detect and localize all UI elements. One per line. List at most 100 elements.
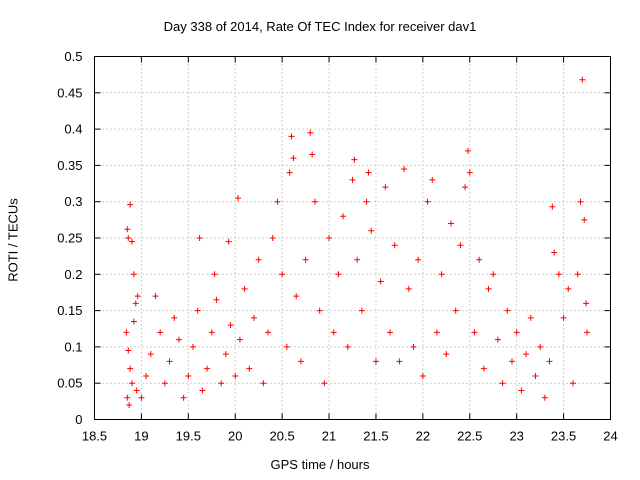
data-point (549, 203, 556, 210)
data-point (577, 198, 584, 205)
data-point (185, 372, 192, 379)
x-tick-label: 22 (416, 429, 430, 444)
data-point (232, 372, 239, 379)
data-point (125, 347, 132, 354)
data-point (236, 336, 243, 343)
data-point (471, 329, 478, 336)
data-point (419, 372, 426, 379)
data-point (532, 372, 539, 379)
data-point (433, 329, 440, 336)
data-point (504, 307, 511, 314)
y-tick-label: 0.45 (57, 85, 82, 100)
data-point (340, 213, 347, 220)
data-points (123, 76, 591, 408)
data-point (387, 329, 394, 336)
data-point (508, 358, 515, 365)
data-point (235, 195, 242, 202)
x-tick-label: 18.5 (82, 429, 107, 444)
axis-ticks: 18.5 19 19.5 20 20.5 21 21.5 22 22.5 23 23.5 24 0 0.0… (57, 49, 618, 444)
data-point (382, 184, 389, 191)
data-point (134, 293, 141, 300)
data-point (241, 285, 248, 292)
data-point (204, 365, 211, 372)
data-point (546, 358, 553, 365)
y-tick-label: 0.5 (64, 49, 82, 64)
x-tick-label: 23 (509, 429, 523, 444)
data-point (213, 296, 220, 303)
x-tick-label: 20 (228, 429, 242, 444)
data-point (127, 365, 134, 372)
data-point (537, 343, 544, 350)
data-point (130, 318, 137, 325)
data-point (326, 235, 333, 241)
data-point (147, 351, 154, 358)
data-point (218, 380, 225, 387)
data-point (513, 329, 520, 336)
data-point (551, 249, 558, 256)
data-point (401, 166, 408, 173)
data-point (222, 351, 229, 358)
data-point (405, 285, 412, 292)
data-point (555, 271, 562, 278)
data-point (161, 380, 168, 387)
data-point (132, 300, 139, 307)
data-point (311, 198, 318, 205)
data-point (129, 380, 136, 387)
data-point (265, 329, 272, 336)
chart-title: Day 338 of 2014, Rate Of TEC Index for r… (163, 19, 477, 34)
data-point (171, 314, 178, 321)
data-point (152, 293, 159, 300)
data-point (225, 238, 232, 245)
data-point (391, 242, 398, 249)
data-point (124, 394, 131, 401)
data-point (199, 387, 206, 394)
data-point (490, 271, 497, 278)
data-point (584, 329, 591, 336)
x-tick-label: 19.5 (176, 429, 201, 444)
data-point (194, 307, 201, 314)
data-point (321, 380, 328, 387)
data-point (527, 314, 534, 321)
x-tick-label: 20.5 (269, 429, 294, 444)
data-point (129, 238, 136, 245)
data-point (307, 129, 314, 136)
y-tick-label: 0.3 (64, 194, 82, 209)
data-point (464, 147, 471, 154)
y-tick-label: 0.1 (64, 339, 82, 354)
data-point (123, 329, 130, 336)
data-point (368, 227, 375, 234)
data-point (358, 307, 365, 314)
x-tick-label: 21.5 (363, 429, 388, 444)
y-tick-label: 0.4 (64, 122, 82, 137)
data-point (579, 76, 586, 83)
y-tick-label: 0.15 (57, 303, 82, 318)
grid (94, 56, 611, 420)
data-point (494, 336, 501, 343)
data-point (286, 169, 293, 176)
data-point (255, 256, 262, 263)
data-point (424, 198, 431, 205)
x-tick-label: 21 (322, 429, 336, 444)
data-point (125, 235, 132, 241)
data-point (344, 343, 351, 350)
data-point (365, 169, 372, 176)
data-point (396, 358, 403, 365)
data-point (143, 372, 150, 379)
data-point (499, 380, 506, 387)
data-point (133, 387, 140, 394)
data-point (457, 242, 464, 249)
data-point (211, 271, 218, 278)
data-point (288, 133, 295, 140)
data-point (377, 278, 384, 285)
data-point (297, 358, 304, 365)
data-point (443, 351, 450, 358)
y-tick-label: 0.25 (57, 231, 82, 246)
data-point (180, 394, 187, 401)
data-point (476, 256, 483, 263)
data-point (196, 235, 203, 241)
y-tick-label: 0.35 (57, 158, 82, 173)
data-point (349, 176, 356, 183)
data-point (157, 329, 164, 336)
data-point (126, 401, 133, 408)
data-point (485, 285, 492, 292)
